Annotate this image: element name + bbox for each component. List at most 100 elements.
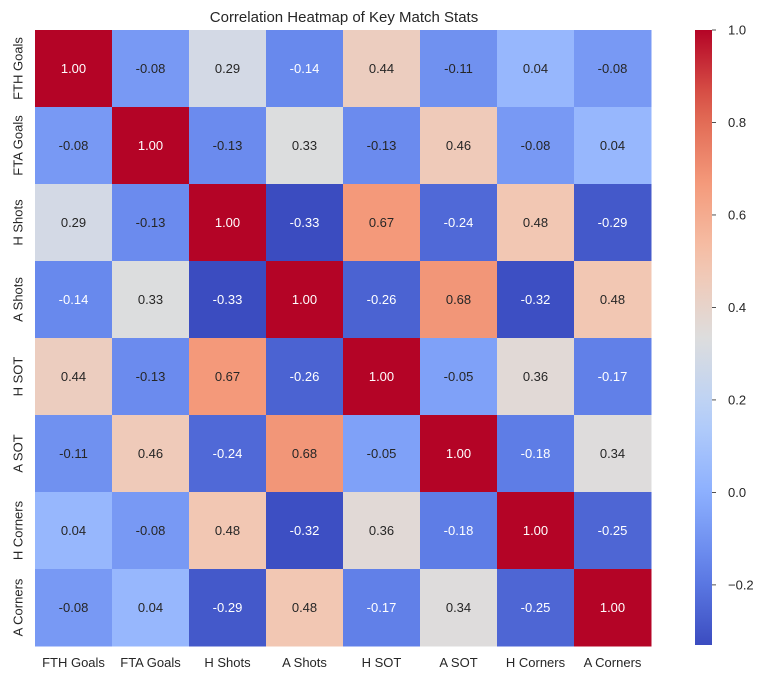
heatmap-cell-4-6 bbox=[497, 338, 575, 416]
cell-value-label: -0.18 bbox=[521, 446, 551, 461]
cell-value-label: -0.29 bbox=[598, 215, 628, 230]
heatmap-cell-7-6 bbox=[497, 569, 575, 647]
heatmap-cell-7-5 bbox=[420, 569, 498, 647]
colorbar-tick-label: 0.0 bbox=[728, 485, 746, 500]
cell-value-label: -0.05 bbox=[367, 446, 397, 461]
x-tick-label: H SOT bbox=[362, 655, 402, 670]
cell-value-label: 0.33 bbox=[138, 292, 163, 307]
cell-value-label: -0.08 bbox=[136, 523, 166, 538]
heatmap-cell-2-1 bbox=[112, 184, 190, 262]
heatmap-cell-6-0 bbox=[35, 492, 113, 570]
cell-value-label: -0.26 bbox=[367, 292, 397, 307]
heatmap-cell-1-5 bbox=[420, 107, 498, 185]
y-tick-label: FTA Goals bbox=[11, 115, 26, 176]
colorbar-gradient bbox=[695, 30, 712, 645]
heatmap-cell-4-7 bbox=[574, 338, 652, 416]
heatmap-cell-1-0 bbox=[35, 107, 113, 185]
cell-value-label: 0.34 bbox=[446, 600, 471, 615]
cell-value-label: -0.18 bbox=[444, 523, 474, 538]
y-tick-label: H Corners bbox=[11, 500, 26, 560]
cell-value-label: -0.17 bbox=[367, 600, 397, 615]
heatmap-cell-0-4 bbox=[343, 30, 421, 108]
cell-value-label: -0.13 bbox=[136, 369, 166, 384]
heatmap-cell-5-7 bbox=[574, 415, 652, 493]
cell-value-label: 0.67 bbox=[215, 369, 240, 384]
heatmap-cell-4-1 bbox=[112, 338, 190, 416]
heatmap-cell-7-4 bbox=[343, 569, 421, 647]
x-tick-label: FTA Goals bbox=[120, 655, 181, 670]
heatmap-cell-5-6 bbox=[497, 415, 575, 493]
heatmap-cell-2-6 bbox=[497, 184, 575, 262]
cell-value-label: -0.13 bbox=[213, 138, 243, 153]
y-tick-label: A Shots bbox=[11, 277, 26, 322]
heatmap-cell-7-1 bbox=[112, 569, 190, 647]
cell-value-label: 0.48 bbox=[600, 292, 625, 307]
heatmap-cell-6-7 bbox=[574, 492, 652, 570]
cell-value-label: -0.05 bbox=[444, 369, 474, 384]
heatmap-cell-1-4 bbox=[343, 107, 421, 185]
heatmap-cell-7-2 bbox=[189, 569, 267, 647]
cell-value-label: 0.29 bbox=[61, 215, 86, 230]
heatmap-cell-3-4 bbox=[343, 261, 421, 339]
cell-value-label: 0.46 bbox=[138, 446, 163, 461]
cell-value-label: 0.04 bbox=[600, 138, 625, 153]
heatmap-cell-5-1 bbox=[112, 415, 190, 493]
cell-value-label: -0.26 bbox=[290, 369, 320, 384]
cell-value-label: -0.08 bbox=[59, 600, 89, 615]
cell-value-label: 0.04 bbox=[138, 600, 163, 615]
heatmap-cell-3-6 bbox=[497, 261, 575, 339]
heatmap-cell-3-5 bbox=[420, 261, 498, 339]
cell-value-label: 1.00 bbox=[523, 523, 548, 538]
cell-value-label: -0.32 bbox=[290, 523, 320, 538]
colorbar: −0.2 0.0 0.2 0.4 0.6 0.8 1.0 bbox=[695, 23, 754, 645]
y-axis-ticks: FTH Goals FTA Goals H Shots A Shots H SOT A S… bbox=[11, 37, 26, 637]
heatmap-cell-6-2 bbox=[189, 492, 267, 570]
x-tick-label: A Corners bbox=[584, 655, 642, 670]
heatmap-cell-1-2 bbox=[189, 107, 267, 185]
heatmap-cell-5-5 bbox=[420, 415, 498, 493]
cell-value-label: 0.04 bbox=[61, 523, 86, 538]
heatmap-cell-5-4 bbox=[343, 415, 421, 493]
heatmap-cell-3-1 bbox=[112, 261, 190, 339]
x-tick-label: A Shots bbox=[282, 655, 327, 670]
cell-value-label: 0.67 bbox=[369, 215, 394, 230]
cell-value-label: -0.33 bbox=[290, 215, 320, 230]
heatmap-cell-7-0 bbox=[35, 569, 113, 647]
cell-value-label: -0.33 bbox=[213, 292, 243, 307]
heatmap-cell-7-7 bbox=[574, 569, 652, 647]
cell-value-label: 1.00 bbox=[61, 61, 86, 76]
x-tick-label: A SOT bbox=[439, 655, 477, 670]
chart-title: Correlation Heatmap of Key Match Stats bbox=[210, 9, 478, 26]
cell-value-label: -0.24 bbox=[444, 215, 474, 230]
cell-value-label: -0.25 bbox=[598, 523, 628, 538]
cell-value-label: 0.34 bbox=[600, 446, 625, 461]
x-axis-ticks: FTH Goals FTA Goals H Shots A Shots H SOT A S… bbox=[42, 655, 642, 670]
cell-value-label: 0.33 bbox=[292, 138, 317, 153]
heatmap-cell-2-0 bbox=[35, 184, 113, 262]
heatmap-cells bbox=[35, 30, 652, 647]
y-tick-label: H Shots bbox=[11, 199, 26, 246]
cell-value-label: -0.32 bbox=[521, 292, 551, 307]
cell-value-label: 0.04 bbox=[523, 61, 548, 76]
cell-value-label: 0.48 bbox=[292, 600, 317, 615]
cell-value-label: 0.44 bbox=[61, 369, 86, 384]
cell-value-label: 0.36 bbox=[523, 369, 548, 384]
heatmap-cell-5-2 bbox=[189, 415, 267, 493]
heatmap-cell-2-2 bbox=[189, 184, 267, 262]
cell-value-label: 1.00 bbox=[600, 600, 625, 615]
y-tick-label: H SOT bbox=[11, 357, 26, 397]
heatmap-cell-1-6 bbox=[497, 107, 575, 185]
heatmap-cell-6-1 bbox=[112, 492, 190, 570]
cell-value-label: -0.14 bbox=[59, 292, 89, 307]
cell-value-label: -0.24 bbox=[213, 446, 243, 461]
heatmap-cell-labels: 1.00 -0.08 0.29 -0.14 0.44 -0.11 0.04 -0.08 -0.0… bbox=[59, 61, 628, 615]
cell-value-label: 0.48 bbox=[523, 215, 548, 230]
heatmap-cell-4-3 bbox=[266, 338, 344, 416]
cell-value-label: 0.46 bbox=[446, 138, 471, 153]
cell-value-label: 0.48 bbox=[215, 523, 240, 538]
cell-value-label: 1.00 bbox=[292, 292, 317, 307]
heatmap-cell-1-1 bbox=[112, 107, 190, 185]
y-tick-label: FTH Goals bbox=[11, 37, 26, 100]
cell-value-label: -0.14 bbox=[290, 61, 320, 76]
